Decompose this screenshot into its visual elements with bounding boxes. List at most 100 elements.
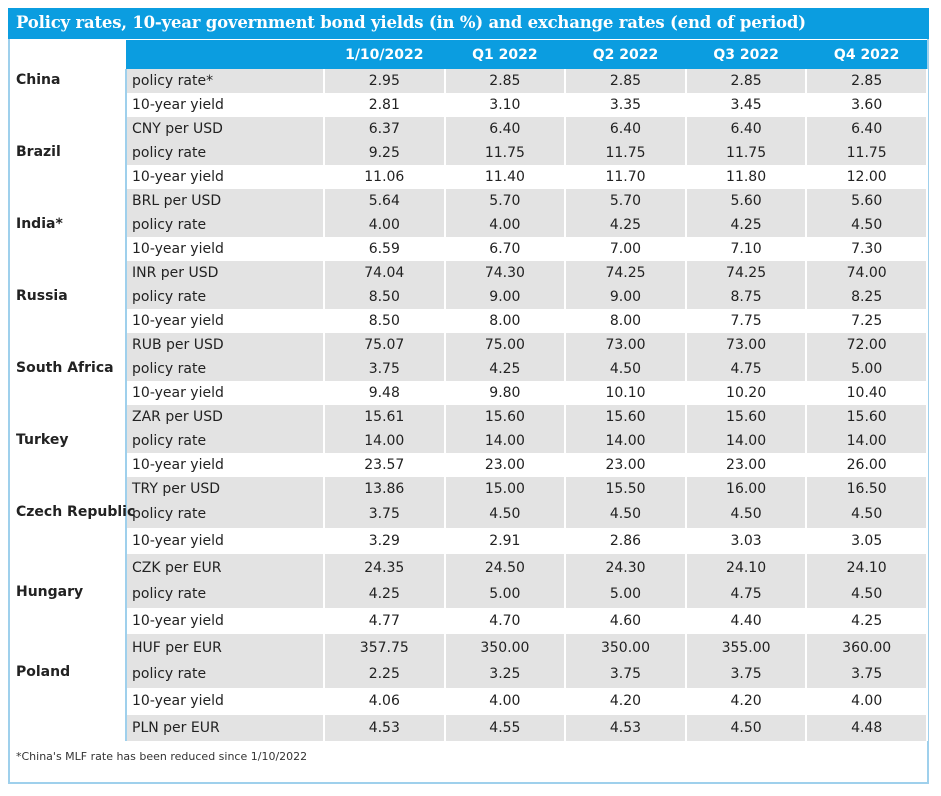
value-cell: 3.45 xyxy=(685,93,808,117)
value-cell: 11.70 xyxy=(565,165,687,189)
value-cell: 6.70 xyxy=(444,237,567,261)
value-cell: 4.06 xyxy=(324,687,446,715)
country-group: Czech Republic policy rate 3.75 4.50 4.50 4.5… xyxy=(10,501,928,582)
value-cell: 4.25 xyxy=(324,581,446,608)
metric-label: policy rate xyxy=(126,661,325,688)
value-cell: 23.00 xyxy=(444,453,567,477)
value-cell: 23.00 xyxy=(685,453,808,477)
country-label: Brazil xyxy=(10,141,127,213)
table-row: 10-year yield 8.50 8.00 8.00 7.75 7.25 xyxy=(10,309,928,333)
value-cell: 6.59 xyxy=(324,237,446,261)
value-cell: 9.00 xyxy=(444,285,567,309)
footnote: *China's MLF rate has been reduced since… xyxy=(16,750,308,763)
value-cell: 5.60 xyxy=(806,189,928,213)
table-row: 10-year yield 23.57 23.00 23.00 23.00 26.00 xyxy=(10,453,928,477)
value-cell: 4.75 xyxy=(685,581,808,608)
metric-label: HUF per EUR xyxy=(126,634,325,662)
value-cell: 23.00 xyxy=(565,453,687,477)
value-cell: 75.07 xyxy=(324,333,446,357)
value-cell: 4.50 xyxy=(806,501,928,528)
country-label: Hungary xyxy=(10,581,127,662)
value-cell: 4.50 xyxy=(806,581,928,608)
table-row: TRY per USD 13.86 15.00 15.50 16.00 16.50 xyxy=(10,477,928,501)
value-cell: 360.00 xyxy=(806,634,928,662)
table-row: 10-year yield 4.77 4.70 4.60 4.40 4.25 xyxy=(10,607,928,635)
metric-label: 10-year yield xyxy=(126,687,325,715)
table-row: 10-year yield 4.06 4.00 4.20 4.20 4.00 xyxy=(10,687,928,715)
value-cell: 4.25 xyxy=(806,607,928,635)
value-cell: 9.48 xyxy=(324,381,446,405)
value-cell: 15.60 xyxy=(444,405,567,429)
table-row: INR per USD 74.04 74.30 74.25 74.25 74.00 xyxy=(10,261,928,285)
value-cell: 5.70 xyxy=(444,189,567,213)
value-cell: 9.00 xyxy=(565,285,687,309)
value-cell: 9.25 xyxy=(324,141,446,165)
header-blank-country xyxy=(10,40,126,69)
value-cell: 2.85 xyxy=(806,69,928,93)
rates-table: 1/10/2022 Q1 2022 Q2 2022 Q3 2022 Q4 202… xyxy=(10,40,928,742)
value-cell: 9.80 xyxy=(444,381,567,405)
column-header: Q4 2022 xyxy=(806,40,927,69)
table-row: Czech Republic policy rate 3.75 4.50 4.50 4.5… xyxy=(10,501,928,582)
metric-label: TRY per USD xyxy=(126,477,325,501)
value-cell: 7.10 xyxy=(685,237,808,261)
value-cell: 15.50 xyxy=(565,477,687,501)
value-cell: 4.00 xyxy=(444,687,567,715)
value-cell: 4.53 xyxy=(565,714,687,742)
value-cell: 24.30 xyxy=(565,554,687,582)
value-cell: 15.00 xyxy=(444,477,567,501)
table-row: BRL per USD 5.64 5.70 5.70 5.60 5.60 xyxy=(10,189,928,213)
metric-label: ZAR per USD xyxy=(126,405,325,429)
value-cell: 4.60 xyxy=(565,607,687,635)
column-header: Q3 2022 xyxy=(685,40,807,69)
country-group: South Africa policy rate 3.75 4.25 4.50 4.75 5… xyxy=(10,357,928,429)
metric-label: policy rate xyxy=(126,581,325,608)
value-cell: 7.25 xyxy=(806,309,928,333)
value-cell: 24.10 xyxy=(685,554,808,582)
table-row: South Africa policy rate 3.75 4.25 4.50 4.75 5… xyxy=(10,357,928,429)
column-header: Q1 2022 xyxy=(444,40,566,69)
value-cell: 14.00 xyxy=(444,429,567,453)
table-row: RUB per USD 75.07 75.00 73.00 73.00 72.00 xyxy=(10,333,928,357)
value-cell: 5.60 xyxy=(685,189,808,213)
metric-label: 10-year yield xyxy=(126,309,325,333)
value-cell: 24.50 xyxy=(444,554,567,582)
value-cell: 3.29 xyxy=(324,527,446,555)
header-blank-metric xyxy=(126,40,324,69)
value-cell: 16.00 xyxy=(685,477,808,501)
value-cell: 23.57 xyxy=(324,453,446,477)
metric-label: RUB per USD xyxy=(126,333,325,357)
value-cell: 4.40 xyxy=(685,607,808,635)
value-cell: 4.00 xyxy=(806,687,928,715)
value-cell: 3.75 xyxy=(685,661,808,688)
metric-label: BRL per USD xyxy=(126,189,325,213)
value-cell: 3.75 xyxy=(324,357,446,381)
value-cell: 15.61 xyxy=(324,405,446,429)
value-cell: 6.40 xyxy=(444,117,567,141)
country-group: China policy rate* 2.95 2.85 2.85 2.85 2.85 10-… xyxy=(10,69,928,141)
value-cell: 4.25 xyxy=(685,213,808,237)
value-cell: 75.00 xyxy=(444,333,567,357)
value-cell: 11.75 xyxy=(806,141,928,165)
value-cell: 73.00 xyxy=(685,333,808,357)
value-cell: 350.00 xyxy=(444,634,567,662)
table-title: Policy rates, 10-year government bond yi… xyxy=(8,8,929,39)
table-row: Poland policy rate 2.25 3.25 3.75 3.75 3.75 xyxy=(10,661,928,742)
value-cell: 4.75 xyxy=(685,357,808,381)
value-cell: 11.06 xyxy=(324,165,446,189)
country-label: South Africa xyxy=(10,357,127,429)
value-cell: 4.50 xyxy=(685,714,808,742)
value-cell: 355.00 xyxy=(685,634,808,662)
country-group: India* policy rate 4.00 4.00 4.25 4.25 4.50 10-… xyxy=(10,213,928,285)
value-cell: 10.20 xyxy=(685,381,808,405)
country-label: Turkey xyxy=(10,429,127,501)
value-cell: 73.00 xyxy=(565,333,687,357)
value-cell: 5.00 xyxy=(806,357,928,381)
value-cell: 8.25 xyxy=(806,285,928,309)
value-cell: 6.40 xyxy=(685,117,808,141)
value-cell: 24.10 xyxy=(806,554,928,582)
value-cell: 4.55 xyxy=(444,714,567,742)
table-row: PLN per EUR 4.53 4.55 4.53 4.50 4.48 xyxy=(10,714,928,742)
metric-label: 10-year yield xyxy=(126,453,325,477)
table-row: 10-year yield 11.06 11.40 11.70 11.80 12.00 xyxy=(10,165,928,189)
